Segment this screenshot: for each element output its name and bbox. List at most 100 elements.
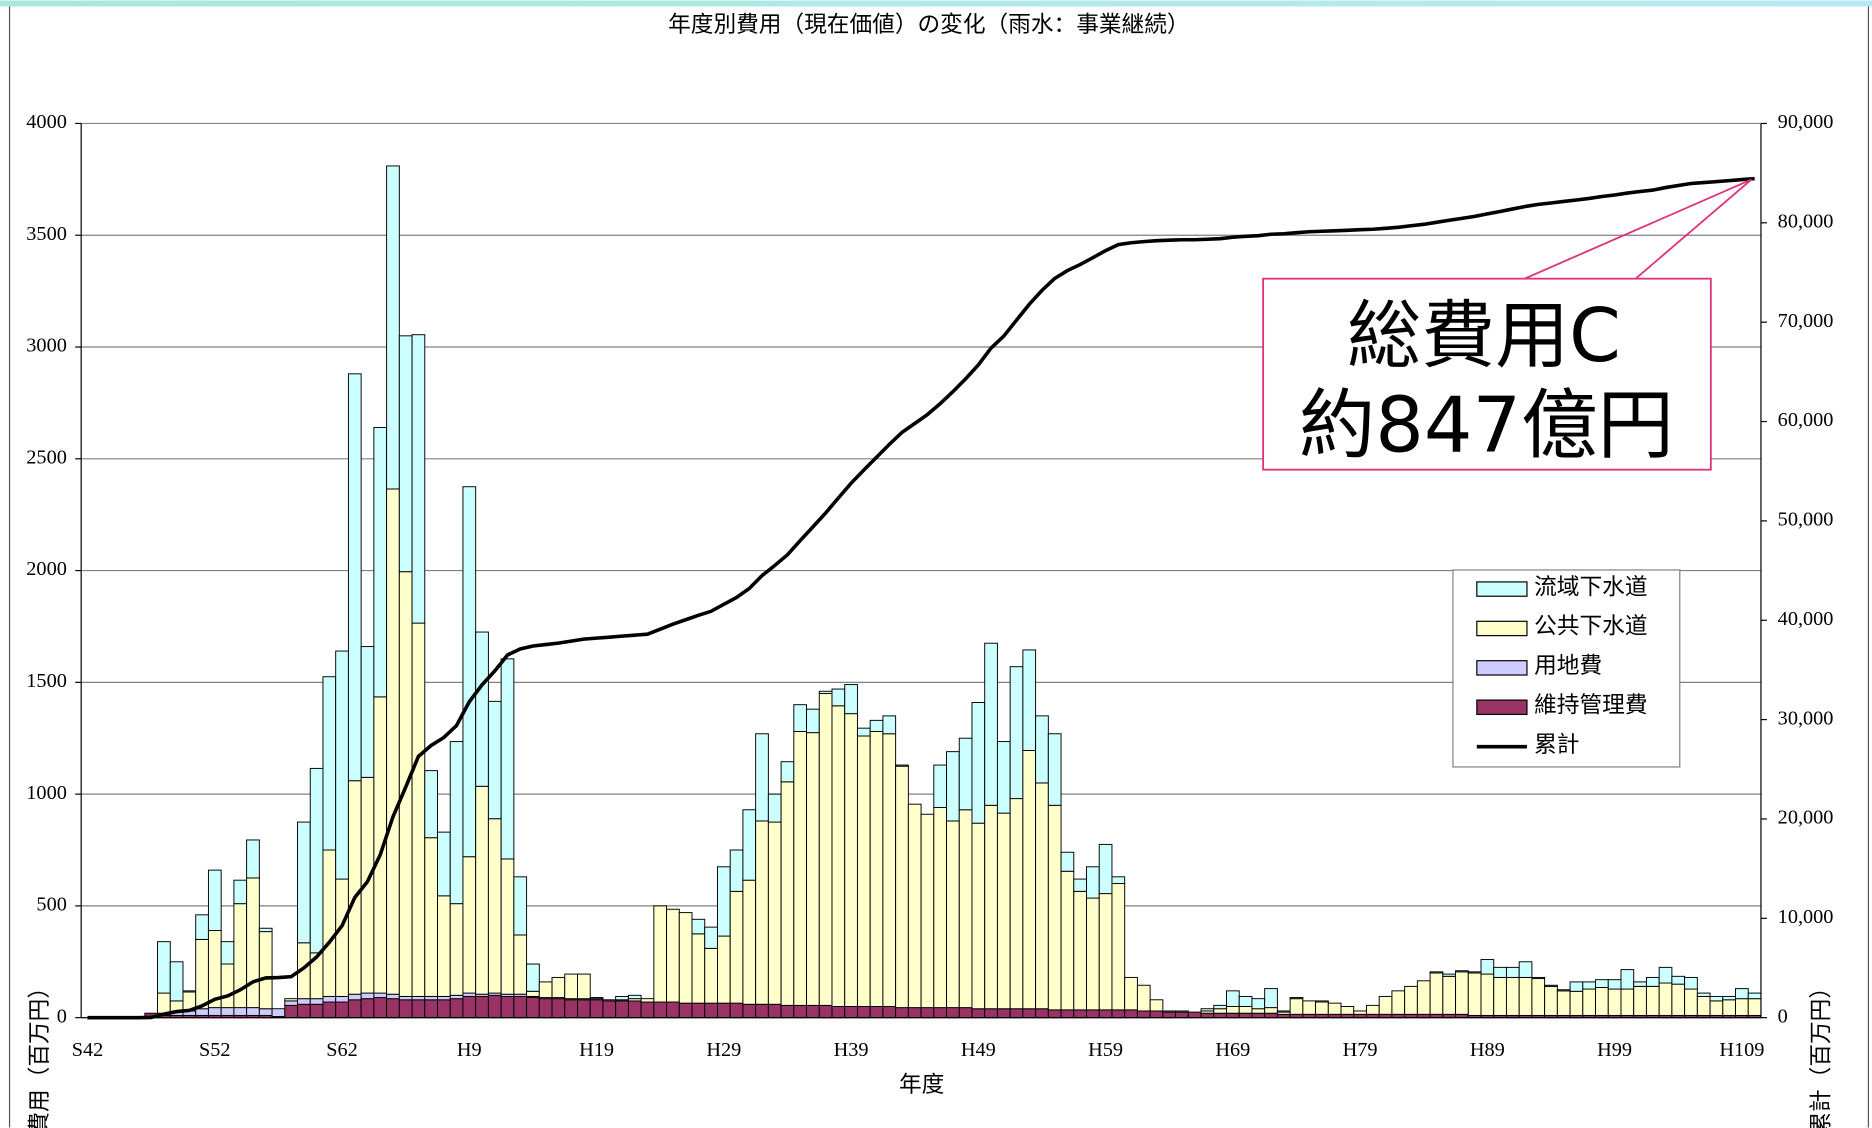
bar [195, 914, 209, 940]
bar [424, 837, 438, 997]
bar [1264, 988, 1278, 1009]
bar [946, 751, 960, 822]
bar [487, 818, 502, 994]
x-axis-label: 年度 [899, 1072, 944, 1097]
bar [1480, 959, 1495, 975]
y-tick-label: 2000 [26, 558, 67, 580]
bar [513, 934, 528, 995]
bar [742, 879, 757, 1005]
bar [1226, 1012, 1240, 1019]
bar [984, 642, 998, 806]
bar [958, 737, 973, 811]
y2-tick-label: 0 [1778, 1005, 1788, 1027]
bar [882, 1006, 897, 1019]
bar [856, 735, 871, 1007]
bar [526, 990, 540, 997]
bar [818, 690, 833, 694]
bar [602, 1000, 617, 1019]
bar [615, 995, 629, 1001]
bar [411, 995, 426, 1001]
y-axis-label: 費用（百万円） [27, 976, 52, 1128]
bar [1696, 992, 1711, 997]
bar [1022, 649, 1037, 752]
bar [984, 804, 998, 1010]
y-tick-label: 0 [57, 1005, 67, 1027]
bar [411, 622, 426, 997]
bar [1391, 990, 1406, 1015]
x-tick-label: H79 [1343, 1039, 1378, 1061]
bar [755, 820, 769, 1005]
bar [1175, 1011, 1189, 1019]
bar [1276, 1010, 1291, 1013]
bar [1086, 897, 1100, 1011]
bar [1264, 1012, 1278, 1019]
bar [398, 999, 413, 1019]
bar [767, 1003, 782, 1019]
bar [309, 1003, 324, 1019]
bar [373, 992, 388, 999]
bar [182, 990, 197, 993]
bar [844, 684, 858, 715]
bar [1480, 973, 1495, 1016]
y2-tick-label: 40,000 [1778, 608, 1834, 630]
x-tick-label: H39 [834, 1039, 869, 1061]
x-tick-label: H9 [457, 1039, 482, 1061]
bar [1009, 798, 1024, 1010]
bar [449, 903, 464, 996]
bar [1226, 1006, 1240, 1014]
bar [220, 941, 235, 965]
bar [246, 839, 260, 879]
x-tick-label: H69 [1215, 1039, 1250, 1061]
bar [1531, 976, 1546, 980]
bar [157, 941, 171, 994]
bar [1111, 1009, 1126, 1019]
bar [487, 994, 502, 1019]
bar [1124, 1009, 1138, 1019]
bar [437, 831, 451, 897]
bar [1467, 972, 1482, 1016]
bar [1493, 966, 1507, 978]
bar [1111, 883, 1126, 1011]
bar [360, 998, 375, 1019]
bar [1518, 961, 1533, 978]
bar [577, 999, 591, 1019]
bar [360, 992, 375, 1000]
legend-swatch [1476, 581, 1528, 597]
bar [1722, 999, 1736, 1016]
bar [844, 1006, 858, 1019]
bar [780, 761, 795, 783]
bar [793, 1004, 808, 1019]
bar [475, 785, 489, 995]
bar [1620, 969, 1635, 990]
bar [958, 1007, 973, 1019]
bar [1658, 966, 1673, 984]
bar [1162, 1010, 1177, 1013]
bar [907, 803, 922, 1009]
bar [347, 999, 362, 1019]
bar [933, 807, 948, 1009]
bar [322, 676, 337, 851]
bar [1073, 890, 1087, 1011]
bar [1582, 981, 1597, 990]
bar [513, 995, 528, 1019]
bar [742, 809, 757, 881]
bar [780, 781, 795, 1006]
x-tick-label: H99 [1597, 1039, 1632, 1061]
bar [1684, 988, 1698, 1016]
y2-tick-label: 90,000 [1778, 111, 1834, 133]
bar [347, 373, 362, 782]
bar [767, 793, 782, 823]
bar [386, 165, 400, 490]
bar [1149, 1010, 1164, 1019]
bar [360, 646, 375, 778]
bar [996, 741, 1011, 814]
bar [1187, 1011, 1202, 1019]
bar [157, 992, 171, 1014]
bar [220, 1007, 235, 1016]
bar [1060, 870, 1075, 1011]
bar [653, 1001, 668, 1019]
bar [640, 998, 655, 1003]
bar [1442, 975, 1457, 1015]
bar [500, 995, 515, 1019]
bar [297, 1003, 311, 1019]
